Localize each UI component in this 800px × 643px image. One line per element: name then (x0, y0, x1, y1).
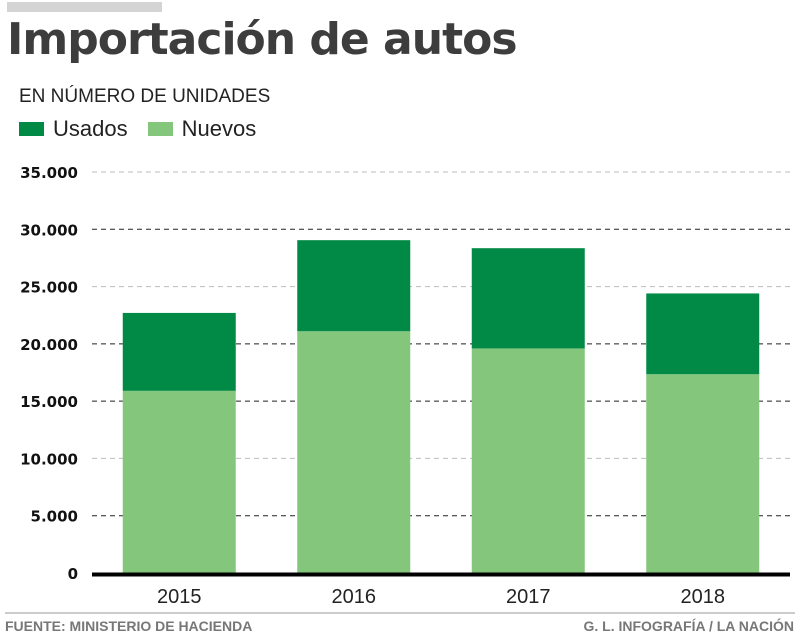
x-tick-label: 2016 (332, 586, 377, 608)
y-tick-label: 30.000 (20, 221, 78, 239)
chart-title: Importación de autos (7, 14, 518, 65)
bar-usados-2017 (471, 248, 585, 349)
bar-nuevos-2018 (646, 374, 760, 573)
credit-note: G. L. INFOGRAFÍA / LA NACIÓN (583, 618, 794, 634)
y-tick-label: 15.000 (20, 393, 78, 411)
y-tick-label: 5.000 (31, 508, 78, 526)
legend-label-nuevos: Nuevos (181, 116, 257, 141)
legend-item-nuevos: Nuevos (147, 116, 257, 142)
y-tick-label: 25.000 (20, 279, 78, 297)
bar-nuevos-2017 (471, 348, 585, 573)
decorative-top-bar (7, 2, 162, 12)
bar-nuevos-2016 (297, 331, 411, 573)
legend-swatch-nuevos (147, 122, 173, 136)
footer-divider (5, 612, 795, 614)
x-tick-label: 2017 (506, 586, 551, 608)
y-tick-label: 10.000 (20, 450, 78, 468)
bar-nuevos-2015 (122, 390, 236, 573)
x-tick-label: 2015 (157, 586, 202, 608)
legend: Usados Nuevos (19, 116, 276, 142)
y-tick-label: 0 (68, 565, 78, 583)
chart-subtitle: EN NÚMERO DE UNIDADES (19, 86, 271, 107)
legend-swatch-usados (19, 122, 44, 136)
legend-label-usados: Usados (53, 116, 128, 141)
bar-usados-2016 (297, 240, 411, 332)
y-tick-label: 35.000 (20, 164, 78, 182)
x-tick-label: 2018 (681, 586, 726, 608)
legend-item-usados: Usados (19, 116, 128, 142)
bar-usados-2018 (646, 293, 760, 375)
y-tick-label: 20.000 (20, 336, 78, 354)
source-note: FUENTE: MINISTERIO DE HACIENDA (5, 618, 253, 634)
bar-usados-2015 (122, 312, 236, 391)
